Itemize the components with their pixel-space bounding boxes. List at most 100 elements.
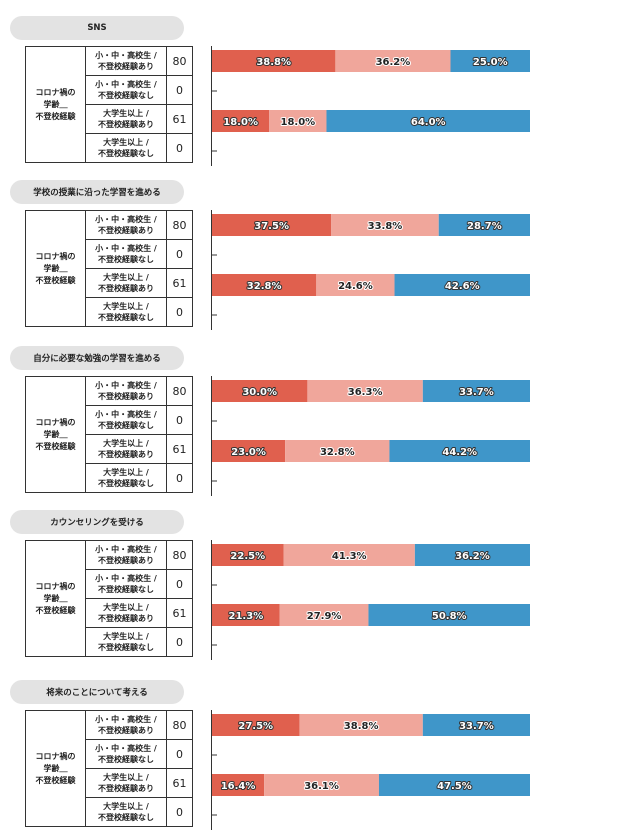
table-row: 小・中・高校生 / 不登校経験なし 0	[26, 405, 193, 435]
bar-segment-somewhat	[264, 774, 379, 796]
row-label: 小・中・高校生 / 不登校経験あり	[85, 710, 167, 740]
bar-segment-very	[212, 380, 308, 402]
row-label-line: 大学生以上 /	[103, 632, 149, 641]
data-label: 23.0%	[231, 447, 266, 458]
row-label-line: 不登校経験なし	[98, 479, 154, 488]
data-label: 25.0%	[473, 57, 508, 68]
data-label: 36.1%	[304, 781, 339, 792]
row-group-label: コロナ禍の 学齢＿ 不登校経験	[25, 710, 86, 827]
row-label-line: 不登校経験あり	[98, 284, 154, 293]
bar-segment-very	[212, 774, 265, 796]
sample-size: 0	[166, 239, 193, 269]
row-label-line: 大学生以上 /	[103, 138, 149, 147]
row-label-line: 小・中・高校生 /	[95, 574, 157, 583]
data-label: 28.7%	[467, 221, 502, 232]
row-label-line: 大学生以上 /	[103, 273, 149, 282]
row-label-line: 不登校経験なし	[98, 421, 154, 430]
bar-segment-somewhat	[285, 440, 390, 462]
chart-title: 将来のことについて考える	[10, 680, 184, 704]
row-label-table: コロナ禍の 学齢＿ 不登校経験 小・中・高校生 / 不登校経験あり 80 小・中・高校生 /…	[25, 46, 193, 163]
bar-segment-somewhat	[335, 50, 451, 72]
bar-segment-somewhat	[307, 380, 423, 402]
bar-segment-very	[212, 544, 284, 566]
stacked-bar-chart: 37.5% 33.8% 28.7% 32.8% 24.6% 42.6%	[211, 210, 530, 330]
data-label: 47.5%	[437, 781, 472, 792]
row-group-label-line: 学齢＿	[43, 593, 68, 603]
table-row: 小・中・高校生 / 不登校経験なし 0	[26, 239, 193, 269]
table-row: 小・中・高校生 / 不登校経験なし 0	[26, 739, 193, 769]
row-label-table: コロナ禍の 学齢＿ 不登校経験 小・中・高校生 / 不登校経験あり 80 小・中・高校生 /…	[25, 210, 193, 327]
table-row: 小・中・高校生 / 不登校経験なし 0	[26, 75, 193, 105]
bar-segment-not	[438, 214, 530, 236]
row-label-line: 小・中・高校生 /	[95, 381, 157, 390]
row-label-line: 不登校経験あり	[98, 62, 154, 71]
chart-section: 自分に必要な勉強の学習を進める コロナ禍の 学齢＿ 不登校経験 小・中・高校生 / 不登校…	[0, 346, 625, 506]
sample-size: 80	[166, 710, 193, 740]
row-label: 大学生以上 / 不登校経験なし	[85, 463, 167, 493]
row-label-line: 不登校経験あり	[98, 726, 154, 735]
bar-segment-not	[326, 110, 530, 132]
row-label-line: 不登校経験なし	[98, 91, 154, 100]
sample-size: 0	[166, 627, 193, 657]
bar-segment-somewhat	[269, 110, 327, 132]
row-label-line: 大学生以上 /	[103, 468, 149, 477]
row-label-line: 不登校経験なし	[98, 149, 154, 158]
bar-segment-not	[378, 774, 530, 796]
row-label: 大学生以上 / 不登校経験なし	[85, 297, 167, 327]
row-label: 小・中・高校生 / 不登校経験あり	[85, 46, 167, 76]
bar-segment-very	[212, 604, 280, 626]
bar-segment-not	[394, 274, 530, 296]
row-label-line: 小・中・高校生 /	[95, 410, 157, 419]
row-label-table: コロナ禍の 学齢＿ 不登校経験 小・中・高校生 / 不登校経験あり 80 小・中・高校生 /…	[25, 540, 193, 657]
row-label-line: 小・中・高校生 /	[95, 51, 157, 60]
row-group-label-line: 不登校経験	[35, 605, 76, 615]
row-label: 小・中・高校生 / 不登校経験なし	[85, 75, 167, 105]
bar-segment-not	[450, 50, 530, 72]
table-row: 大学生以上 / 不登校経験なし 0	[26, 797, 193, 827]
row-label-line: 大学生以上 /	[103, 302, 149, 311]
data-label: 32.8%	[247, 281, 282, 292]
sample-size: 61	[166, 768, 193, 798]
sample-size: 80	[166, 540, 193, 570]
data-label: 41.3%	[332, 551, 367, 562]
row-label: 大学生以上 / 不登校経験なし	[85, 133, 167, 163]
data-label: 22.5%	[230, 551, 265, 562]
bar-segment-very	[212, 274, 317, 296]
sample-size: 61	[166, 268, 193, 298]
data-label: 36.2%	[455, 551, 490, 562]
data-label: 36.3%	[348, 387, 383, 398]
row-label: 大学生以上 / 不登校経験あり	[85, 598, 167, 628]
row-label-line: 不登校経験あり	[98, 556, 154, 565]
chart-section: カウンセリングを受ける コロナ禍の 学齢＿ 不登校経験 小・中・高校生 / 不登校経験あり…	[0, 510, 625, 670]
bar-segment-somewhat	[283, 544, 415, 566]
data-label: 18.0%	[223, 117, 258, 128]
row-label: 大学生以上 / 不登校経験あり	[85, 268, 167, 298]
row-group-label-line: コロナ禍の	[35, 417, 76, 427]
table-row: 大学生以上 / 不登校経験あり 61	[26, 598, 193, 628]
table-row: 大学生以上 / 不登校経験なし 0	[26, 463, 193, 493]
row-group-label-line: 学齢＿	[43, 263, 68, 273]
data-label: 38.8%	[256, 57, 291, 68]
data-label: 27.5%	[238, 721, 273, 732]
data-label: 38.8%	[344, 721, 379, 732]
row-label: 小・中・高校生 / 不登校経験あり	[85, 376, 167, 406]
data-label: 44.2%	[442, 447, 477, 458]
row-label-line: 不登校経験なし	[98, 813, 154, 822]
row-group-label-line: 学齢＿	[43, 429, 68, 439]
data-label: 64.0%	[411, 117, 446, 128]
sample-size: 61	[166, 104, 193, 134]
data-label: 36.2%	[376, 57, 411, 68]
table-row: 大学生以上 / 不登校経験なし 0	[26, 133, 193, 163]
row-group-label: コロナ禍の 学齢＿ 不登校経験	[25, 46, 86, 163]
row-label-line: 小・中・高校生 /	[95, 215, 157, 224]
chart-section: 将来のことについて考えるコロナ禍の 学齢＿ 不登校経験 小・中・高校生 / 不登校経験あ…	[0, 680, 625, 840]
bar-segment-not	[422, 714, 530, 736]
row-label-line: 不登校経験あり	[98, 392, 154, 401]
row-label: 小・中・高校生 / 不登校経験なし	[85, 739, 167, 769]
stacked-bar-chart: 27.5% 38.8% 33.7% 16.4% 36.1% 47.5%	[211, 710, 530, 830]
table-row: コロナ禍の 学齢＿ 不登校経験 小・中・高校生 / 不登校経験あり 80	[25, 710, 193, 827]
sample-size: 80	[166, 376, 193, 406]
row-group-label-line: コロナ禍の	[35, 87, 76, 97]
row-group-label: コロナ禍の 学齢＿ 不登校経験	[25, 376, 86, 493]
row-group-label: コロナ禍の 学齢＿ 不登校経験	[25, 210, 86, 327]
